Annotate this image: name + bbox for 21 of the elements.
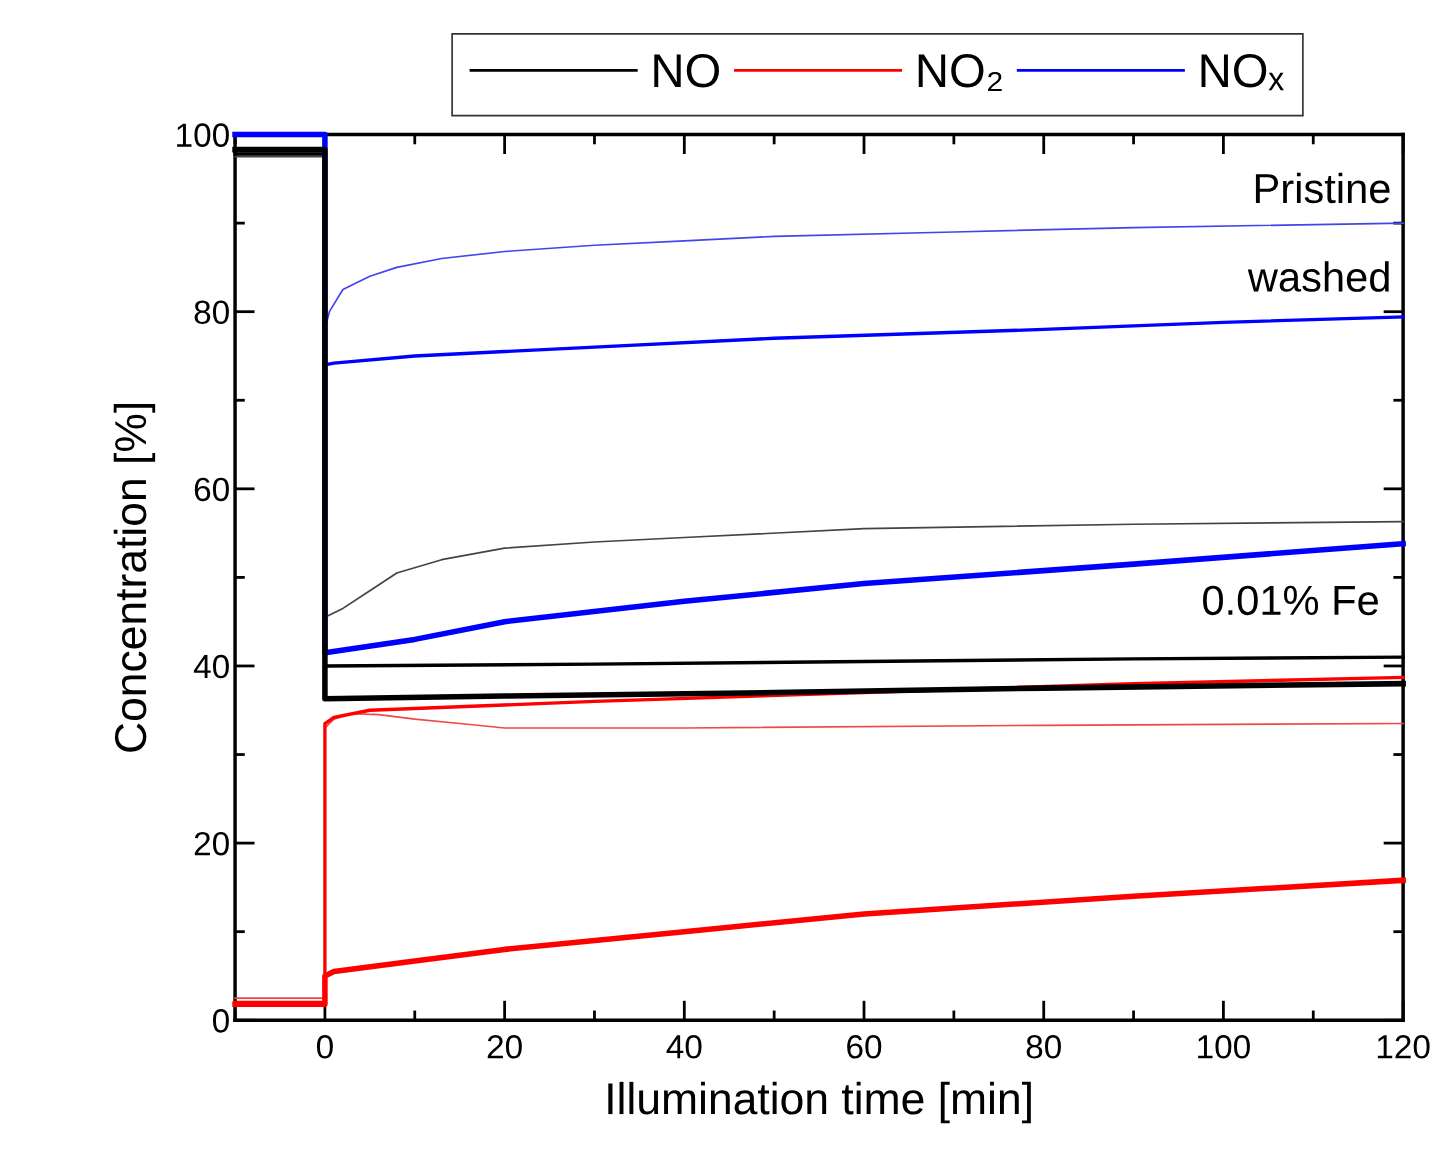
annotation: 0.01% Fe [1203,585,1378,616]
legend-label: NO₂ [918,54,1002,92]
x-tick-label: 100 [1198,1035,1250,1059]
x-tick-label: 80 [1026,1035,1061,1059]
annotation: washed [1247,261,1389,292]
annotation: Pristine [1255,172,1390,204]
y-tick-label: 40 [193,654,229,679]
y-tick-label: 100 [177,123,229,147]
x-axis-title: Illumination time [min] [608,1081,1031,1124]
legend-label: NO [654,54,720,88]
y-tick-label: 20 [194,831,229,856]
y-tick-label: 0 [212,1009,229,1033]
legend-label: NOₓ [1201,54,1284,91]
y-tick-label: 60 [194,477,229,502]
y-axis-title: Concentration [%] [113,403,156,752]
x-tick-label: 120 [1377,1035,1430,1059]
x-tick-label: 60 [847,1035,882,1059]
y-tick-label: 80 [194,300,229,325]
x-tick-label: 0 [316,1035,333,1059]
x-tick-label: 20 [487,1035,522,1059]
x-tick-label: 40 [666,1035,702,1059]
